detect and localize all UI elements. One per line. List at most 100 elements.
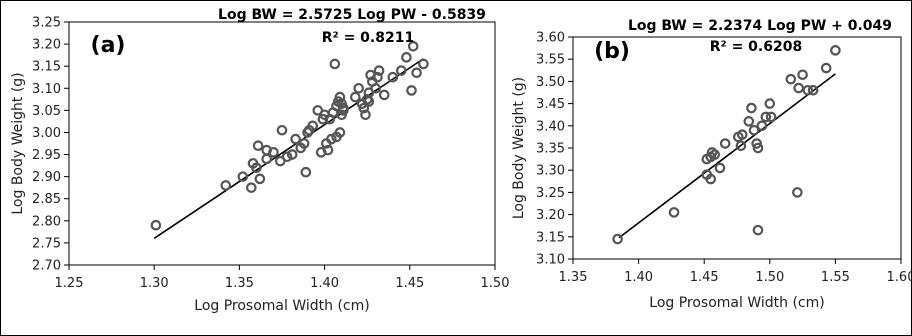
y-tick-label: 3.50 [536, 75, 565, 90]
y-tick-label: 3.40 [536, 119, 565, 134]
x-tick-label: 1.50 [481, 276, 510, 291]
data-point [736, 129, 748, 140]
data-point [668, 207, 680, 218]
data-point [268, 147, 279, 158]
data-point [307, 120, 318, 132]
data-point [237, 171, 249, 182]
y-tick-label: 2.90 [32, 170, 61, 185]
y-tick-label: 3.35 [536, 142, 565, 157]
data-point [709, 149, 720, 160]
y-tick-label: 3.45 [536, 97, 565, 112]
y-tick-label: 2.95 [32, 148, 61, 163]
data-point [793, 82, 804, 94]
data-point [785, 73, 797, 85]
data-point [735, 140, 747, 152]
x-tick-label: 1.45 [395, 276, 424, 291]
data-point [714, 162, 726, 174]
data-point [802, 84, 814, 96]
data-point [401, 52, 412, 63]
y-tick-label: 3.30 [536, 164, 565, 179]
data-point [286, 149, 298, 160]
data-point [395, 65, 407, 76]
data-point [705, 173, 717, 185]
data-point [411, 67, 422, 79]
x-tick-label: 1.40 [310, 276, 339, 291]
y-tick-label: 2.70 [32, 259, 61, 274]
y-tick-label: 3.10 [536, 253, 565, 268]
data-point [334, 127, 346, 138]
y-tick-label: 3.25 [32, 16, 61, 31]
y-tick-label: 2.80 [32, 214, 61, 229]
data-point [220, 180, 232, 191]
data-point [276, 124, 288, 136]
data-point [322, 144, 334, 156]
data-point [370, 82, 382, 94]
data-point [387, 71, 399, 83]
y-tick-label: 3.15 [32, 60, 61, 75]
data-point [246, 182, 257, 193]
scatter-panel-b: 3.10 3.15 3.20 3.25 3.30 3.35 3.40 3.45 3.50 3.55… [511, 18, 912, 311]
data-point [748, 124, 760, 136]
y-axis-title: Log Body Weight (g) [511, 77, 527, 219]
x-tick-label: 1.55 [821, 270, 850, 285]
y-tick-label: 3.20 [32, 38, 61, 53]
data-point [338, 105, 349, 116]
x-tick-label: 1.25 [55, 276, 84, 291]
r-squared-label: R² = 0.8211 [322, 30, 414, 46]
data-point [719, 138, 731, 149]
data-point [764, 98, 776, 109]
data-point [752, 142, 764, 154]
data-point [261, 153, 272, 165]
plot-area-border [68, 21, 496, 266]
regression-line [618, 73, 836, 239]
data-point [372, 71, 383, 83]
data-point [752, 224, 764, 236]
data-point [765, 111, 777, 123]
y-axis-title: Log Body Weight (g) [10, 72, 26, 214]
data-point [407, 40, 419, 52]
data-point [378, 89, 390, 101]
panel-label: (a) [91, 33, 126, 58]
y-tick-label: 3.60 [536, 31, 565, 46]
x-axis-title: Log Prosomal Width (cm) [194, 298, 369, 314]
data-point [290, 133, 301, 145]
regression-line [153, 58, 424, 240]
panel-label: (b) [594, 39, 630, 64]
regression-equation: Log BW = 2.5725 Log PW - 0.5839 [218, 7, 486, 23]
data-point [349, 91, 361, 103]
data-point [807, 84, 819, 96]
regression-equation: Log BW = 2.2374 Log PW + 0.049 [628, 18, 892, 34]
scatter-panel-a: 2.70 2.75 2.80 2.85 2.90 2.95 3.00 3.05 3.10 3.15… [10, 7, 509, 314]
data-point [353, 82, 364, 94]
data-point [743, 116, 755, 127]
data-point [358, 102, 370, 114]
data-point [363, 96, 375, 107]
data-point [756, 120, 768, 132]
x-tick-label: 1.60 [887, 270, 912, 285]
data-point [820, 62, 832, 74]
data-point [797, 69, 808, 81]
data-point [326, 133, 337, 145]
data-point [252, 140, 264, 152]
x-axis-title: Log Prosomal Width (cm) [649, 295, 824, 311]
y-tick-label: 3.05 [32, 104, 61, 119]
data-point [612, 233, 623, 245]
y-tick-label: 2.85 [32, 192, 61, 207]
data-point [746, 102, 757, 114]
x-tick-label: 1.45 [690, 270, 719, 285]
x-tick-label: 1.35 [225, 276, 254, 291]
y-tick-label: 3.00 [32, 126, 61, 141]
x-tick-label: 1.50 [755, 270, 784, 285]
data-point [830, 45, 841, 56]
data-point [792, 187, 803, 198]
y-tick-label: 3.10 [32, 82, 61, 97]
data-point [373, 65, 385, 76]
data-point [298, 138, 310, 149]
data-point [150, 219, 162, 231]
y-tick-label: 3.15 [536, 230, 565, 245]
r-squared-label: R² = 0.6208 [710, 39, 802, 55]
data-point [406, 85, 417, 96]
x-tick-label: 1.35 [559, 270, 588, 285]
